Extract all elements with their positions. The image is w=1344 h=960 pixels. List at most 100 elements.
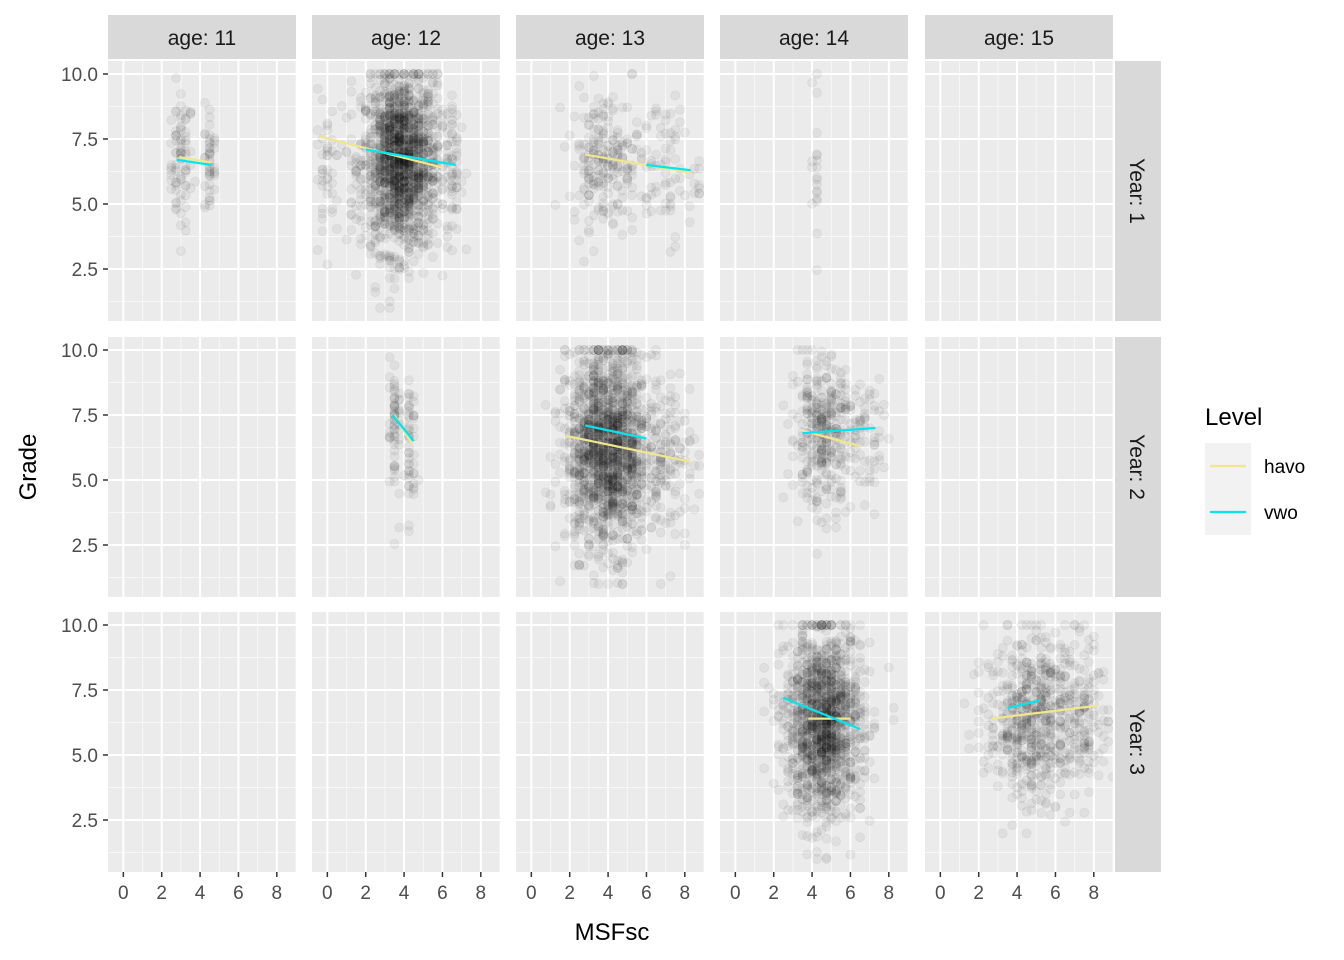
data-point: [399, 80, 409, 91]
data-point: [394, 186, 405, 197]
data-point: [389, 90, 400, 101]
data-point: [370, 98, 381, 109]
data-point: [370, 221, 381, 232]
data-point: [384, 126, 395, 136]
data-point: [389, 173, 400, 184]
data-point: [655, 579, 666, 589]
data-point: [703, 191, 704, 194]
data-point: [423, 182, 433, 193]
data-point: [175, 146, 186, 156]
data-point: [370, 106, 381, 117]
data-point: [588, 246, 599, 257]
data-point: [408, 69, 419, 79]
data-point: [209, 170, 220, 181]
data-point: [384, 103, 395, 113]
data-point: [617, 567, 628, 578]
data-point: [171, 163, 182, 174]
data-point: [408, 167, 419, 178]
data-point: [617, 192, 628, 203]
data-point: [627, 449, 637, 460]
data-point: [370, 90, 381, 101]
data-point: [408, 194, 419, 205]
data-point: [826, 386, 837, 397]
data-point: [375, 172, 386, 182]
data-point: [811, 382, 822, 393]
data-point: [593, 551, 604, 562]
data-point: [384, 165, 395, 176]
data-point: [389, 220, 400, 230]
data-point: [394, 172, 405, 183]
data-point: [379, 141, 390, 152]
data-point: [394, 264, 405, 275]
data-point: [399, 103, 409, 114]
data-point: [603, 548, 613, 559]
data-point: [379, 176, 390, 187]
data-point: [403, 96, 414, 107]
data-point: [171, 177, 182, 188]
data-point: [379, 110, 390, 121]
data-point: [175, 135, 186, 146]
data-point: [403, 164, 414, 175]
data-point: [408, 225, 419, 236]
data-point: [403, 136, 414, 147]
data-point: [389, 141, 400, 151]
data-point: [384, 119, 395, 130]
facet-panel: [312, 61, 500, 321]
facet-panel: [516, 612, 704, 872]
data-point: [389, 401, 400, 412]
data-point: [204, 146, 215, 157]
data-point: [437, 185, 448, 195]
data-point: [408, 119, 419, 130]
data-point: [379, 78, 390, 89]
data-point: [175, 189, 186, 200]
data-point: [651, 513, 661, 524]
data-point: [375, 140, 386, 151]
data-point: [384, 121, 395, 131]
data-point: [437, 122, 448, 133]
data-point: [641, 123, 652, 134]
data-point: [399, 128, 409, 139]
data-point: [394, 140, 405, 151]
data-point: [379, 197, 390, 208]
data-point: [427, 213, 438, 224]
data-point: [413, 136, 424, 147]
data-point: [204, 170, 215, 181]
data-point: [379, 137, 390, 147]
data-point: [394, 228, 405, 239]
data-point: [679, 408, 690, 419]
data-point: [379, 92, 390, 103]
data-point: [403, 102, 414, 113]
data-point: [418, 219, 429, 229]
data-point: [408, 131, 419, 142]
data-point: [399, 139, 409, 150]
data-point: [423, 69, 433, 79]
data-point: [579, 525, 590, 536]
data-point: [399, 263, 409, 273]
data-point: [389, 185, 400, 196]
data-point: [631, 459, 642, 469]
data-point: [375, 99, 386, 110]
data-point: [617, 229, 628, 240]
data-point: [423, 128, 433, 139]
data-point: [175, 171, 186, 182]
data-point: [365, 133, 376, 143]
data-point: [399, 186, 409, 197]
data-point: [360, 106, 371, 116]
data-point: [379, 130, 390, 141]
data-point: [356, 101, 366, 112]
data-point: [684, 427, 695, 437]
data-point: [403, 243, 414, 254]
data-point: [418, 133, 429, 144]
data-point: [427, 173, 438, 184]
data-point: [579, 92, 590, 103]
data-point: [370, 69, 381, 79]
data-point: [418, 226, 429, 236]
data-point: [418, 100, 429, 111]
data-point: [403, 114, 414, 125]
data-point: [427, 146, 438, 157]
data-point: [816, 448, 827, 459]
data-point: [403, 247, 414, 258]
data-point: [399, 114, 409, 125]
data-point: [384, 156, 395, 167]
panel-background: [312, 612, 500, 872]
